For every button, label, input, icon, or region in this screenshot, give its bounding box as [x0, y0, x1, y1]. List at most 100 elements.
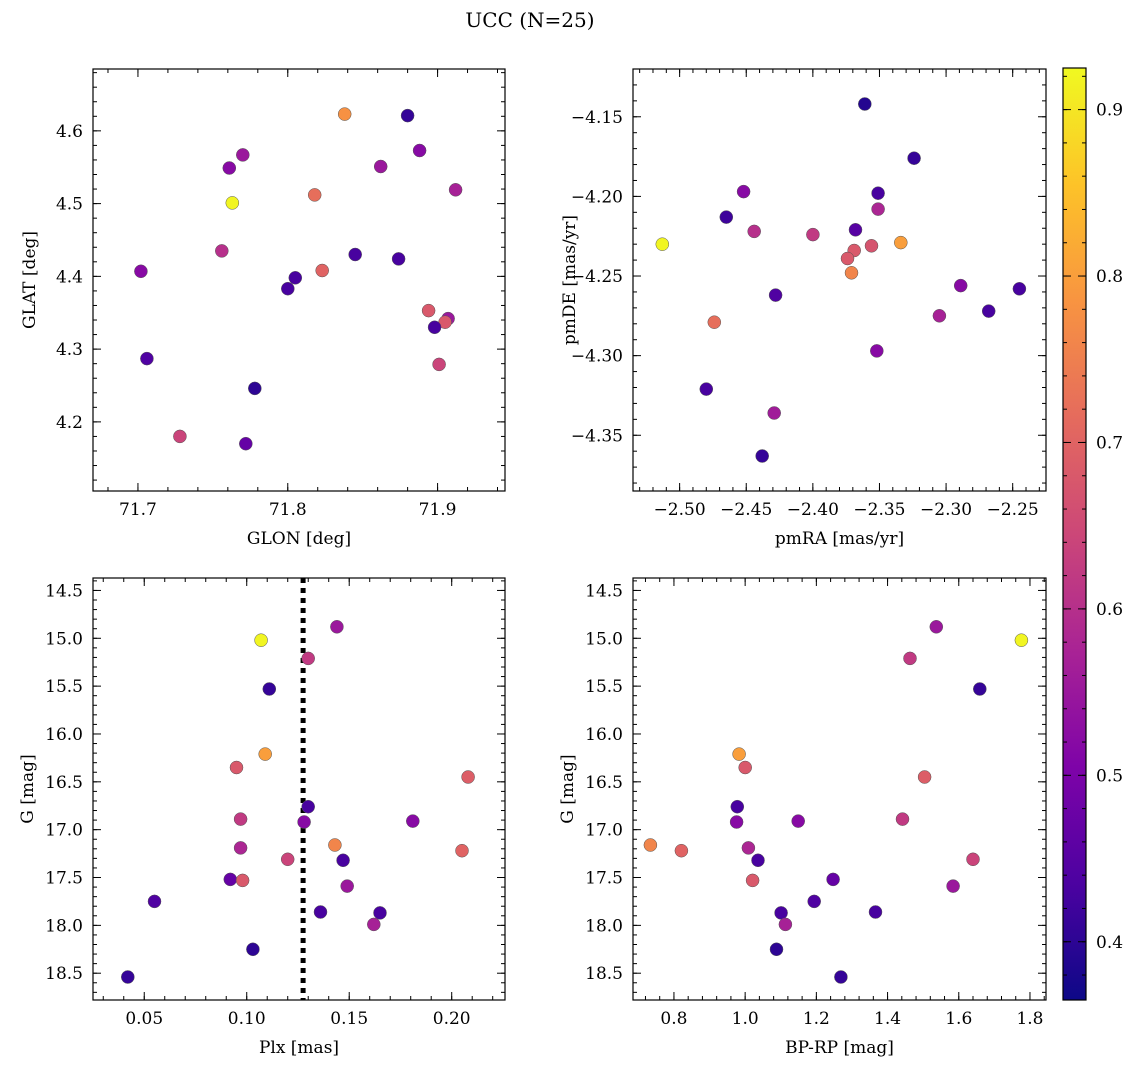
colorbar-tick-label: 0.8	[1096, 267, 1123, 287]
color-magnitude-point	[807, 894, 821, 909]
galactic-point	[173, 429, 187, 444]
proper-motion-point	[768, 288, 783, 302]
color-magnitude-xtick-label: 1.6	[945, 1009, 972, 1029]
color-magnitude-point	[868, 905, 883, 919]
parallax-magnitude-point	[330, 620, 344, 634]
proper-motion-xtick-label: −2.45	[720, 500, 772, 520]
proper-motion-ytick-label: −4.25	[571, 267, 623, 287]
proper-motion-point	[755, 449, 769, 463]
figure-title: UCC (N=25)	[465, 8, 594, 32]
galactic-point	[348, 247, 362, 262]
galactic-panel: 71.7 71.8 71.9 4.2 4.3 4.4 4.5 4.6 GLON [deg] GLA…	[20, 68, 506, 549]
parallax-magnitude-point	[121, 970, 135, 984]
galactic-point	[400, 108, 415, 123]
parallax-magnitude-xtick-label: 0.05	[125, 1009, 163, 1029]
color-magnitude-ytick-label: 18.5	[585, 964, 623, 984]
galactic-point	[236, 148, 250, 162]
proper-motion-point	[848, 223, 863, 237]
color-magnitude-xlabel: BP-RP [mag]	[785, 1038, 894, 1058]
color-magnitude-point	[674, 843, 689, 858]
proper-motion-ytick-label: −4.35	[571, 426, 623, 446]
parallax-magnitude-ytick-label: 14.5	[45, 581, 83, 601]
color-magnitude-point	[738, 760, 752, 775]
parallax-magnitude-point	[340, 879, 354, 893]
galactic-point	[222, 161, 237, 175]
proper-motion-point	[840, 251, 855, 266]
color-magnitude-xtick-label: 1.4	[874, 1009, 901, 1029]
color-magnitude-point	[826, 872, 840, 887]
color-magnitude-point	[834, 970, 848, 984]
galactic-point	[421, 303, 436, 318]
color-magnitude-point	[973, 682, 987, 696]
proper-motion-xtick-label: −2.35	[853, 500, 905, 520]
galactic-point	[427, 320, 442, 335]
galactic-frame	[92, 68, 506, 492]
colorbar-tick-label: 0.7	[1096, 433, 1123, 453]
colorbar: 0.4 0.5 0.6 0.7 0.8 0.9	[1062, 67, 1123, 1001]
proper-motion-frame	[632, 68, 1047, 492]
parallax-magnitude-point	[301, 799, 315, 814]
color-magnitude-ytick-label: 18.0	[585, 916, 623, 936]
parallax-magnitude-xtick-label: 0.15	[330, 1009, 368, 1029]
color-magnitude-point	[769, 942, 784, 957]
parallax-magnitude-point	[328, 838, 342, 852]
proper-motion-point	[907, 151, 921, 165]
parallax-magnitude-frame	[92, 577, 506, 1001]
color-magnitude-point	[730, 799, 745, 814]
color-magnitude-point	[946, 879, 960, 893]
color-magnitude-ylabel: G [mag]	[558, 754, 578, 823]
proper-motion-ytick-label: −4.20	[571, 187, 623, 207]
parallax-magnitude-point	[336, 853, 350, 868]
galactic-point	[307, 188, 322, 202]
color-magnitude-point	[751, 853, 765, 868]
proper-motion-point	[864, 239, 879, 253]
color-magnitude-xtick-label: 1.8	[1016, 1009, 1043, 1029]
parallax-magnitude-point	[280, 852, 295, 867]
color-magnitude-ytick-label: 16.5	[585, 773, 623, 793]
parallax-magnitude-point	[233, 812, 248, 826]
colorbar-tick-label: 0.4	[1096, 933, 1123, 953]
proper-motion-point	[707, 315, 722, 329]
galactic-ytick-label: 4.3	[56, 340, 83, 360]
parallax-magnitude-point	[455, 843, 469, 858]
color-magnitude-point	[929, 620, 944, 634]
parallax-magnitude-point	[229, 760, 244, 775]
proper-motion-xtick-label: −2.30	[920, 500, 972, 520]
parallax-magnitude-point	[254, 633, 268, 647]
color-magnitude-point	[966, 852, 980, 867]
parallax-magnitude-ytick-label: 17.5	[45, 869, 83, 889]
parallax-magnitude-xlabel: Plx [mas]	[259, 1038, 339, 1058]
color-magnitude-point	[903, 651, 917, 666]
galactic-point	[248, 381, 262, 396]
galactic-xtick-label: 71.7	[119, 500, 157, 520]
proper-motion-point	[806, 227, 820, 242]
parallax-magnitude-point	[367, 917, 381, 932]
subplots: 71.7 71.8 71.9 4.2 4.3 4.4 4.5 4.6 GLON [deg] GLA…	[18, 68, 1047, 1058]
parallax-magnitude-ytick-label: 16.5	[45, 773, 83, 793]
color-magnitude-frame	[632, 577, 1047, 1001]
galactic-xtick-label: 71.8	[269, 500, 307, 520]
galactic-ytick-label: 4.6	[56, 122, 83, 142]
galactic-point	[140, 351, 154, 366]
proper-motion-point	[981, 304, 996, 318]
color-magnitude-ytick-label: 16.0	[585, 725, 623, 745]
proper-motion-point	[699, 382, 714, 396]
colorbar-gradient	[1063, 68, 1086, 1000]
color-magnitude-point	[741, 841, 756, 855]
parallax-magnitude-ytick-label: 17.0	[45, 821, 83, 841]
galactic-point	[281, 281, 295, 296]
proper-motion-point	[953, 278, 968, 293]
proper-motion-xtick-label: −2.50	[654, 500, 706, 520]
colorbar-tick-label: 0.9	[1096, 101, 1123, 121]
proper-motion-xtick-label: −2.40	[787, 500, 839, 520]
parallax-magnitude-point	[406, 814, 420, 828]
parallax-magnitude-ytick-label: 16.0	[45, 725, 83, 745]
parallax-magnitude-ytick-label: 18.5	[45, 964, 83, 984]
color-magnitude-point	[643, 838, 658, 852]
proper-motion-xtick-label: −2.25	[987, 500, 1039, 520]
proper-motion-ytick-label: −4.30	[571, 347, 623, 367]
proper-motion-point	[870, 344, 884, 358]
proper-motion-point	[894, 235, 908, 250]
parallax-magnitude-point	[223, 872, 238, 887]
